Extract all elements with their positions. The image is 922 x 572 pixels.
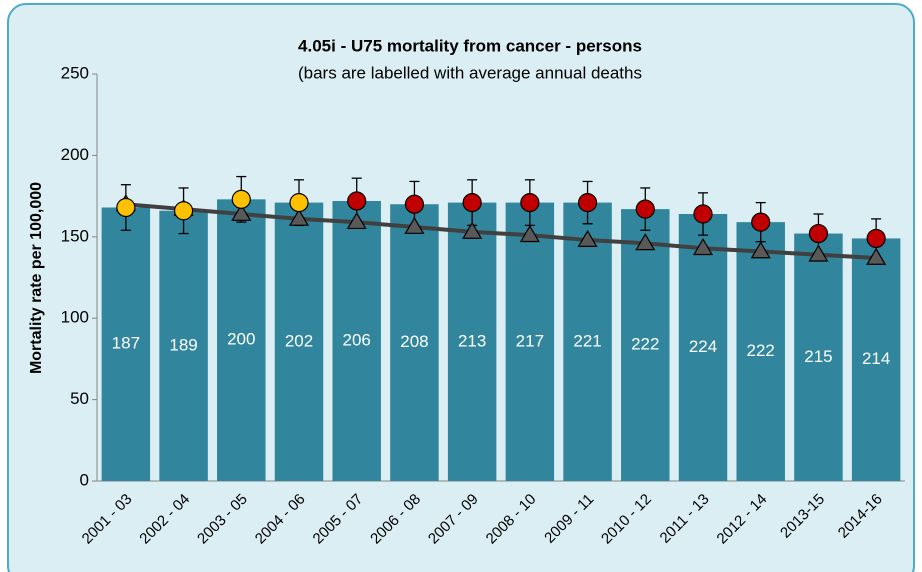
bar-label: 224: [689, 337, 717, 356]
bar: [563, 202, 612, 481]
trend-marker: [577, 229, 598, 247]
trend-marker: [462, 221, 483, 239]
chart-subtitle: (bars are labelled with average annual d…: [298, 63, 642, 82]
bar: [274, 202, 324, 481]
bar: [678, 214, 728, 481]
trend-marker: [692, 238, 714, 256]
trend-marker: [404, 216, 425, 234]
bar: [159, 210, 208, 481]
y-tick-label: 0: [80, 470, 89, 489]
bar: [217, 199, 266, 481]
bar-label: 222: [747, 341, 775, 360]
point: [462, 193, 482, 213]
trend-marker: [866, 247, 887, 265]
point: [808, 223, 829, 244]
point: [751, 212, 771, 232]
bar-label: 221: [573, 331, 601, 350]
trend-marker: [750, 241, 771, 259]
bar: [505, 202, 555, 481]
point: [404, 194, 425, 214]
point: [693, 204, 713, 224]
bar-label: 208: [400, 332, 428, 351]
trend-marker: [635, 233, 656, 251]
bar: [736, 222, 785, 481]
trend-marker: [231, 203, 252, 221]
bar: [390, 204, 439, 482]
bar-label: 222: [631, 335, 659, 354]
y-tick-label: 200: [61, 145, 89, 164]
y-axis-label: Mortality rate per 100,000: [28, 182, 45, 374]
bar-label: 213: [458, 331, 486, 350]
point: [173, 201, 194, 221]
trend-line: [125, 202, 877, 260]
bar-label: 189: [169, 335, 197, 354]
bar-label: 200: [227, 330, 255, 349]
point: [520, 193, 540, 213]
bar-label: 217: [516, 331, 544, 350]
bar: [447, 202, 497, 481]
y-tick-label: 150: [61, 226, 89, 245]
bar: [794, 233, 843, 481]
point: [116, 197, 136, 218]
chart-title: 4.05i - U75 mortality from cancer - pers…: [298, 36, 642, 55]
bar-label: 206: [343, 330, 371, 349]
y-tick-label: 100: [61, 308, 89, 327]
bar-label: 214: [862, 349, 890, 368]
bar-label: 187: [112, 334, 140, 353]
bar-label: 202: [285, 331, 313, 350]
bar-label: 215: [804, 347, 832, 366]
bar: [101, 207, 151, 481]
point: [866, 228, 886, 249]
bar: [851, 238, 901, 481]
y-tick-label: 250: [61, 63, 89, 82]
bar: [621, 209, 670, 481]
point: [347, 191, 367, 211]
trend-marker: [519, 224, 540, 243]
trend-marker: [346, 211, 367, 230]
bar: [332, 200, 381, 481]
y-tick-label: 50: [70, 389, 89, 408]
point: [635, 199, 655, 219]
trend-marker: [808, 244, 829, 262]
point: [577, 193, 598, 213]
point: [289, 193, 309, 213]
point: [231, 189, 251, 209]
trend-marker: [288, 208, 310, 226]
